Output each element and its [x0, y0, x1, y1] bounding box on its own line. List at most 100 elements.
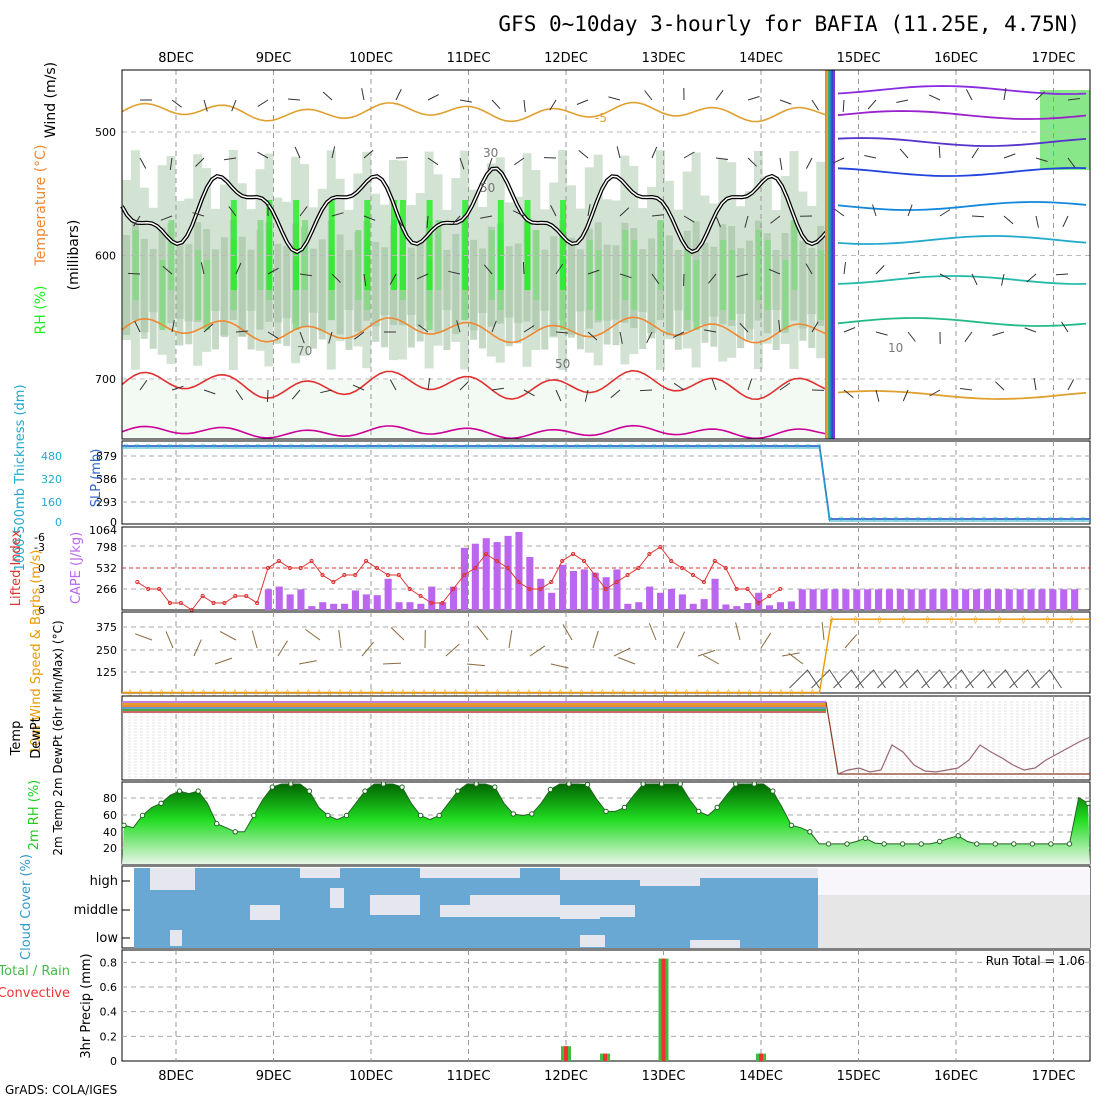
- bottom-date-label: 16DEC: [934, 1069, 978, 1084]
- svg-text:◊: ◊: [328, 689, 332, 698]
- svg-text:*: *: [256, 443, 261, 453]
- li-point: [690, 572, 696, 578]
- slp-axis: 480 320 160 0 879 586 293 0 1000-500mb Thickness…: [13, 384, 117, 571]
- svg-text:*: *: [245, 443, 250, 453]
- temperature-label: Temperature (°C): [33, 145, 49, 267]
- rh2m-point: [640, 781, 646, 787]
- temp-axis: Temp DewPt 2m Temp 2m DewPt (6hr Min/Max) …: [9, 620, 65, 855]
- svg-text:◊: ◊: [160, 689, 164, 698]
- svg-text:*: *: [872, 516, 877, 526]
- li-point: [374, 565, 380, 571]
- svg-text:*: *: [410, 443, 415, 453]
- svg-text:◊: ◊: [296, 689, 300, 698]
- svg-text:*: *: [388, 443, 393, 453]
- rh2m-point: [937, 838, 943, 845]
- svg-text:◊: ◊: [950, 615, 954, 624]
- svg-text:◊: ◊: [622, 689, 626, 698]
- wind-axis-label: 10m Wind Speed & Barbs (m/s): [29, 550, 44, 755]
- svg-text:◊: ◊: [748, 689, 752, 698]
- cape-bar: [428, 586, 436, 610]
- axis-tick-label: 80: [103, 792, 117, 805]
- cape-bar: [341, 603, 349, 610]
- svg-text:◊: ◊: [527, 689, 531, 698]
- svg-text:*: *: [641, 443, 646, 453]
- li-point: [778, 586, 783, 592]
- bottom-date-label: 13DEC: [642, 1069, 686, 1084]
- cape-bar: [885, 589, 893, 611]
- svg-text:*: *: [179, 443, 184, 453]
- axis-tick-label: 250: [96, 644, 117, 657]
- svg-text:*: *: [619, 443, 624, 453]
- li-point: [494, 558, 499, 564]
- contour-label: 50: [480, 181, 495, 195]
- li-point: [560, 558, 565, 564]
- rh2m-point: [992, 841, 998, 847]
- precip-axis-label: 3hr Precip (mm): [79, 953, 94, 1058]
- cape-bar: [264, 589, 272, 611]
- svg-text:◊: ◊: [475, 689, 479, 698]
- svg-text:◊: ◊: [233, 689, 237, 698]
- svg-text:*: *: [168, 443, 173, 453]
- cape-bar: [646, 586, 654, 610]
- svg-text:*: *: [916, 516, 921, 526]
- bottom-date-label: 11DEC: [447, 1069, 491, 1084]
- li-point: [636, 565, 641, 571]
- rh2m-point: [862, 835, 869, 841]
- cape-axis: -6-3 0 3 6 1064 798 532 266 Lifted Index CAPE (J/…: [9, 524, 117, 617]
- li-point: [276, 558, 281, 564]
- contour-label: 70: [297, 344, 312, 358]
- svg-text:◊: ◊: [601, 689, 605, 698]
- svg-text:*: *: [201, 443, 206, 453]
- li-point: [756, 600, 761, 606]
- svg-text:*: *: [718, 443, 723, 453]
- svg-text:*: *: [1015, 516, 1020, 526]
- svg-text:◊: ◊: [244, 689, 248, 698]
- cape-bar: [983, 589, 991, 611]
- rh2m-point: [1048, 841, 1054, 847]
- li-point: [407, 586, 412, 592]
- top-date-axis: 8DEC 9DEC 10DEC 11DEC 12DEC 13DEC 14DEC 15DEC 16…: [158, 51, 1075, 66]
- svg-text:◊: ◊: [149, 689, 153, 698]
- rh2m-point: [306, 788, 313, 794]
- rh2m-point: [251, 812, 257, 819]
- axis-tick-label: 0.8: [100, 956, 118, 969]
- svg-text:*: *: [366, 443, 371, 453]
- svg-text:◊: ◊: [926, 615, 930, 624]
- cape-bar: [602, 577, 610, 610]
- axis-tick-label: 60: [103, 809, 117, 822]
- rh2m-point: [603, 808, 609, 815]
- svg-text:*: *: [234, 443, 239, 453]
- rh2m-point: [176, 788, 183, 794]
- cape-bar: [351, 590, 359, 610]
- svg-text:◊: ◊: [443, 689, 447, 698]
- rh2m-point: [492, 784, 498, 790]
- cape-bar: [951, 589, 959, 611]
- bottom-date-label: 12DEC: [544, 1069, 588, 1084]
- cloud-panel: high middle low Cloud Cover (%): [19, 854, 1091, 960]
- rh-label: RH (%): [33, 286, 49, 335]
- bottom-date-label: 10DEC: [349, 1069, 393, 1084]
- li-point: [614, 579, 619, 585]
- svg-text:*: *: [1048, 516, 1053, 526]
- svg-text:◊: ◊: [643, 689, 647, 698]
- svg-text:◊: ◊: [674, 689, 678, 698]
- svg-text:*: *: [784, 443, 789, 453]
- rh2m-point: [269, 784, 275, 790]
- li-point: [603, 586, 608, 592]
- rh2m-panel: 80 60 40 20 2m RH (%): [27, 780, 1091, 865]
- wind-axis: 375 250 125 10m Wind Speed & Barbs (m/s): [29, 550, 117, 755]
- bottom-date-label: 9DEC: [256, 1069, 292, 1084]
- cape-bar: [526, 557, 534, 610]
- cape-bar: [580, 569, 588, 610]
- axis-tick-label: 600: [95, 250, 116, 263]
- rh2m-point: [677, 781, 683, 787]
- li-point: [571, 551, 576, 557]
- svg-text:◊: ◊: [307, 689, 311, 698]
- cape-bar: [907, 589, 915, 611]
- cape-bar: [711, 578, 719, 610]
- temp-lines: [122, 696, 1091, 780]
- cape-bar: [417, 603, 425, 610]
- rh2m-point: [473, 781, 479, 787]
- axis-tick-label: 40: [103, 826, 117, 839]
- svg-text:*: *: [1070, 516, 1075, 526]
